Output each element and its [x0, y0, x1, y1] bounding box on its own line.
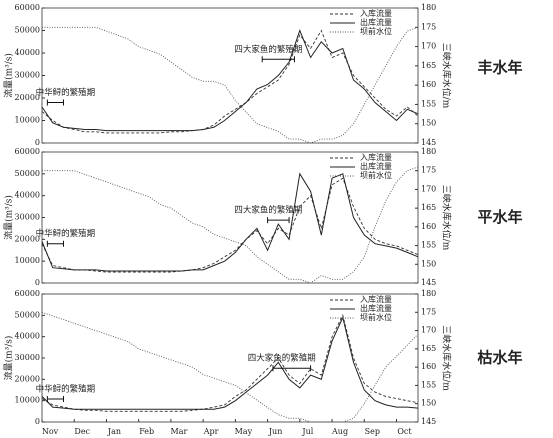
legend-label: 出库流量 — [360, 161, 392, 171]
y-tick-label: 60000 — [15, 3, 40, 12]
y2-tick-label: 170 — [421, 42, 436, 51]
y2-tick-label: 150 — [421, 399, 436, 408]
legend-label: 坝前水位 — [360, 170, 392, 180]
y2-axis-label: 三峡水库水位/m — [441, 185, 453, 251]
y-tick-label: 20000 — [15, 234, 40, 243]
y2-tick-label: 155 — [421, 241, 436, 250]
y2-tick-label: 180 — [421, 147, 436, 156]
y2-tick-label: 165 — [421, 344, 436, 353]
y-tick-label: 10000 — [15, 256, 40, 265]
series-line — [41, 314, 419, 412]
y-tick-label: 20000 — [15, 93, 40, 102]
y2-tick-label: 145 — [421, 278, 436, 287]
y-tick-label: 40000 — [15, 191, 40, 200]
series-line — [42, 166, 419, 284]
panel-title: 丰水年 — [477, 59, 522, 77]
x-tick-label: Aug — [331, 427, 348, 436]
y2-tick-label: 155 — [421, 99, 436, 108]
x-tick-label: Jan — [107, 427, 121, 436]
annotation-bracket — [267, 217, 290, 224]
y-tick-label: 40000 — [15, 332, 40, 341]
y2-tick-label: 165 — [421, 61, 436, 70]
annotation: 四大家鱼的繁殖期 — [248, 353, 316, 364]
legend-label: 入库流量 — [360, 152, 392, 162]
y2-tick-label: 165 — [421, 203, 436, 212]
annotation-bracket — [272, 365, 312, 372]
annotation: 中华鲟的繁殖期 — [36, 228, 96, 239]
y-tick-label: 10000 — [15, 116, 40, 125]
series-line — [42, 26, 419, 144]
y2-tick-label: 175 — [421, 307, 436, 316]
annotation-bracket — [261, 56, 295, 63]
y-tick-label: 40000 — [15, 48, 40, 57]
y2-tick-label: 145 — [421, 138, 436, 147]
y-tick-label: 0 — [35, 417, 40, 426]
y-tick-label: 60000 — [15, 289, 40, 298]
panel-title: 枯水年 — [477, 349, 522, 367]
annotation: 中华鲟的繁殖期 — [36, 383, 96, 394]
y-axis-label: 流量(m³/s) — [3, 195, 15, 240]
y-tick-label: 30000 — [15, 353, 40, 362]
y2-tick-label: 175 — [421, 166, 436, 175]
y-tick-label: 50000 — [15, 310, 40, 319]
y-tick-label: 20000 — [15, 374, 40, 383]
legend-label: 出库流量 — [360, 17, 392, 27]
y-tick-label: 30000 — [15, 71, 40, 80]
y2-tick-label: 160 — [421, 80, 436, 89]
x-tick-label: Dec — [74, 427, 90, 436]
annotation-bracket — [46, 99, 64, 106]
y2-tick-label: 150 — [421, 259, 436, 268]
y2-tick-label: 180 — [421, 3, 436, 12]
y2-tick-label: 160 — [421, 362, 436, 371]
x-tick-label: Mar — [171, 427, 188, 436]
legend-label: 坝前水位 — [360, 312, 392, 322]
y2-tick-label: 170 — [421, 184, 436, 193]
x-tick-label: May — [235, 427, 253, 436]
y2-tick-label: 150 — [421, 119, 436, 128]
series-line — [41, 177, 419, 273]
y2-tick-label: 160 — [421, 222, 436, 231]
y2-tick-label: 145 — [421, 417, 436, 426]
x-tick-label: Oct — [397, 427, 412, 436]
y-tick-label: 0 — [35, 138, 40, 147]
x-tick-label: Feb — [139, 427, 154, 436]
x-tick-label: Jun — [268, 427, 283, 436]
legend-label: 出库流量 — [360, 303, 392, 313]
series-line — [41, 29, 419, 132]
y2-tick-label: 170 — [421, 326, 436, 335]
panel-title: 平水年 — [477, 208, 522, 226]
y-tick-label: 0 — [35, 278, 40, 287]
y-axis-label: 流量(m³/s) — [3, 336, 15, 381]
legend-label: 坝前水位 — [360, 26, 392, 36]
annotation-bracket — [46, 395, 64, 402]
series-line — [41, 315, 419, 410]
x-tick-label: Sep — [365, 427, 380, 436]
y2-tick-label: 180 — [421, 289, 436, 298]
x-tick-label: Apr — [203, 427, 219, 436]
y-axis-label: 流量(m³/s) — [3, 53, 15, 98]
x-tick-label: Nov — [42, 427, 59, 436]
annotation: 四大家鱼的繁殖期 — [234, 205, 302, 216]
y-tick-label: 50000 — [15, 169, 40, 178]
x-tick-label: Jul — [301, 427, 313, 436]
y-tick-label: 50000 — [15, 26, 40, 35]
annotation: 四大家鱼的繁殖期 — [234, 44, 302, 55]
y2-axis-label: 三峡水库水位/m — [441, 325, 453, 391]
y-tick-label: 60000 — [15, 147, 40, 156]
legend-label: 入库流量 — [360, 8, 392, 18]
series-line — [41, 172, 419, 272]
legend-label: 入库流量 — [360, 294, 392, 304]
y-tick-label: 10000 — [15, 396, 40, 405]
y2-axis-label: 三峡水库水位/m — [441, 43, 453, 109]
annotation-bracket — [46, 240, 64, 247]
y-tick-label: 30000 — [15, 213, 40, 222]
annotation: 中华鲟的繁殖期 — [36, 87, 96, 98]
series-line — [41, 29, 419, 134]
y2-tick-label: 155 — [421, 380, 436, 389]
y2-tick-label: 175 — [421, 22, 436, 31]
series-line — [41, 311, 419, 423]
